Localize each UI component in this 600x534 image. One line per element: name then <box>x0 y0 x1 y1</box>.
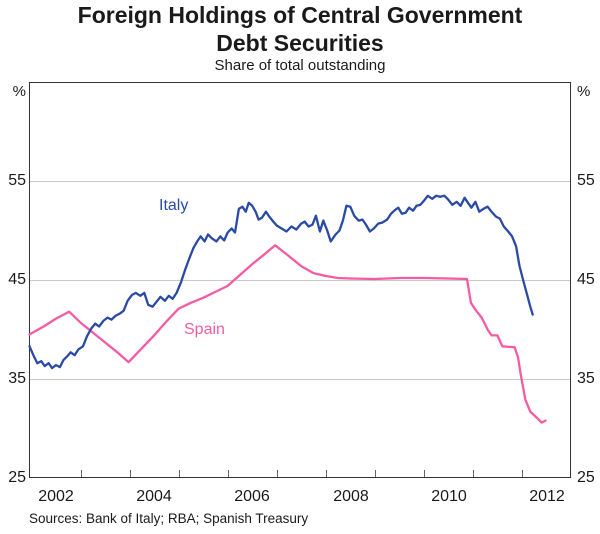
x-axis-label-2008: 2008 <box>333 488 369 505</box>
y-axis-label-25-right: 25 <box>577 469 595 486</box>
x-axis-label-2004: 2004 <box>136 488 172 505</box>
x-axis-label-2010: 2010 <box>431 488 467 505</box>
y-axis-label-55-left: 55 <box>8 172 26 189</box>
chart-title: Foreign Holdings of Central Government D… <box>0 1 600 57</box>
y-axis-label-45-right: 45 <box>577 271 595 288</box>
x-axis-label-2012: 2012 <box>529 488 565 505</box>
y-axis-unit-right: % <box>577 83 591 100</box>
spain-line <box>28 244 547 424</box>
italy-series-label: Italy <box>159 197 189 214</box>
y-axis-label-55-right: 55 <box>577 172 595 189</box>
chart-subtitle: Share of total outstanding <box>214 57 386 74</box>
y-axis-unit-left: % <box>12 83 26 100</box>
chart-title-line1: Foreign Holdings of Central Government <box>77 2 523 28</box>
x-axis-label-2002: 2002 <box>38 488 74 505</box>
spain-series-label: Spain <box>184 321 225 338</box>
plot-frame <box>29 82 571 478</box>
y-axis-label-35-right: 35 <box>577 370 595 387</box>
chart-title-line2: Debt Securities <box>216 30 384 56</box>
italy-line <box>28 194 534 370</box>
x-axis-label-2006: 2006 <box>234 488 270 505</box>
y-axis-label-25-left: 25 <box>8 469 26 486</box>
y-axis-label-35-left: 35 <box>8 370 26 387</box>
source-note: Sources: Bank of Italy; RBA; Spanish Tre… <box>29 511 309 526</box>
y-axis-label-45-left: 45 <box>8 271 26 288</box>
